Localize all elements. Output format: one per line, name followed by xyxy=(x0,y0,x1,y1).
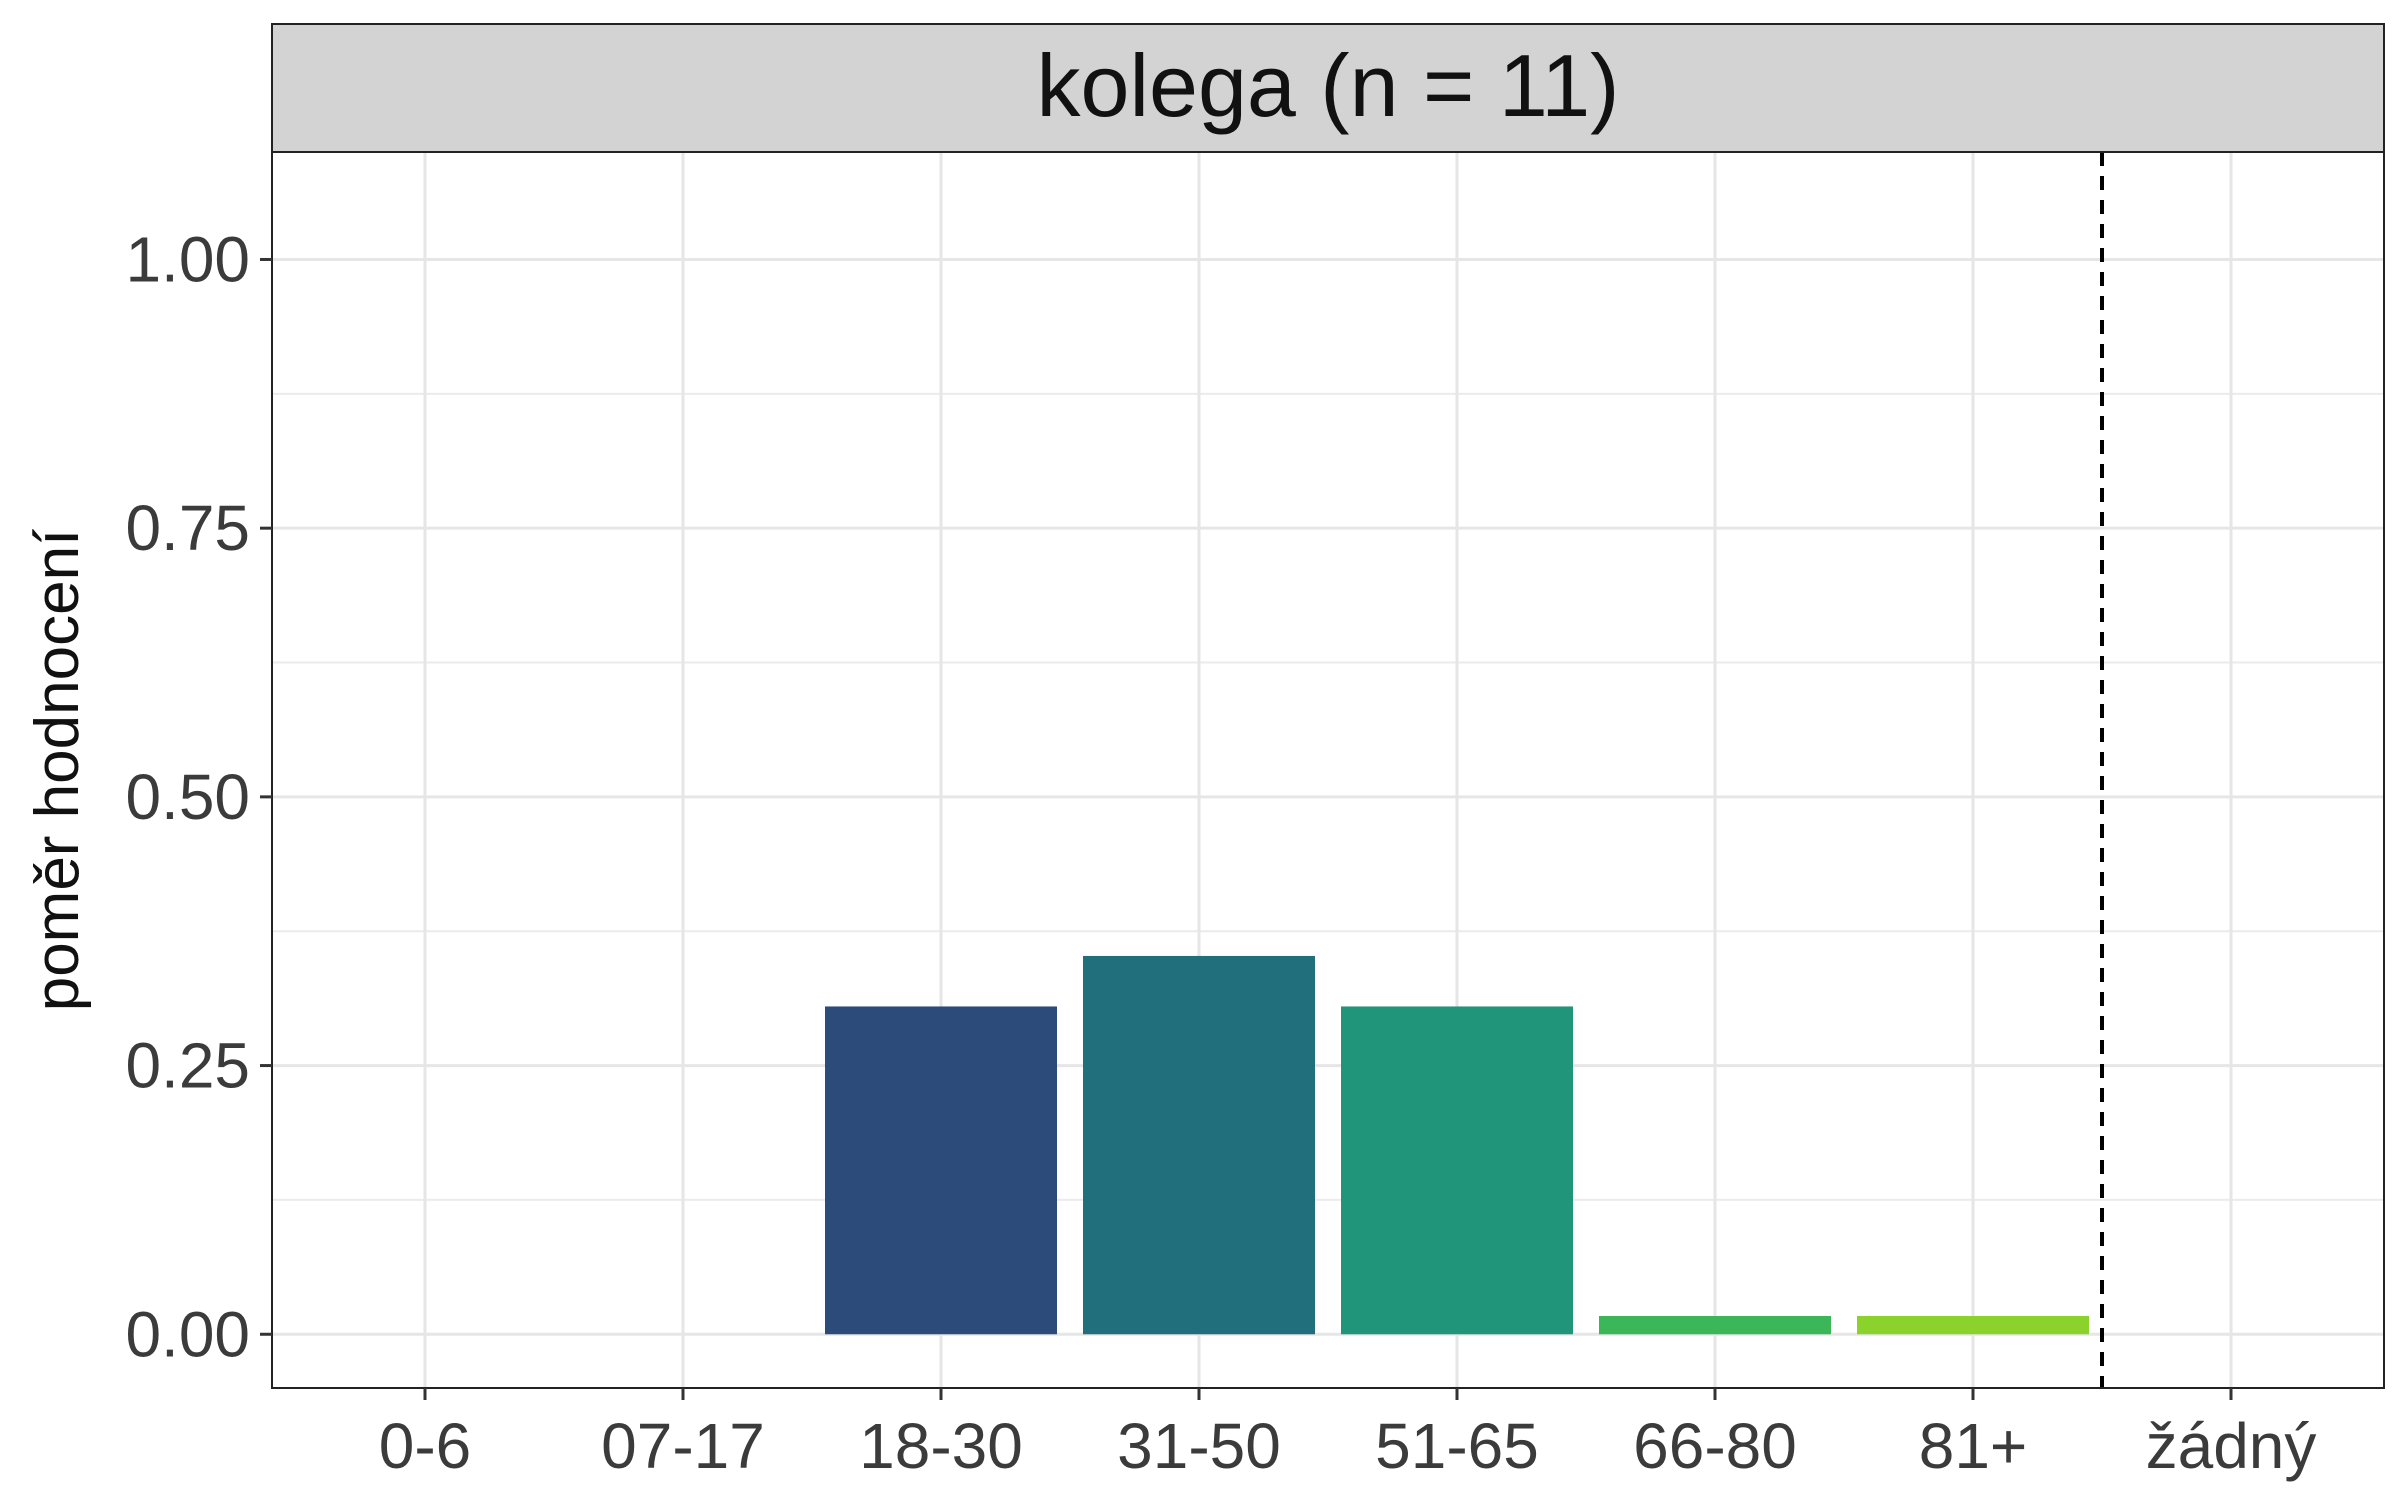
plot-panel-border xyxy=(271,151,2385,1389)
x-tick-label: 0-6 xyxy=(379,1410,472,1482)
x-tick-label: 51-65 xyxy=(1375,1410,1539,1482)
bar-18-30 xyxy=(825,1006,1057,1335)
x-tick-label: 07-17 xyxy=(601,1410,765,1482)
bar-66-80 xyxy=(1599,1315,1831,1335)
y-axis-title: poměr hodnocení xyxy=(23,529,92,1012)
x-tick-label: 31-50 xyxy=(1117,1410,1281,1482)
y-tick-label: 0.00 xyxy=(125,1298,250,1370)
x-tick-label: 66-80 xyxy=(1633,1410,1797,1482)
x-tick-label: žádný xyxy=(2146,1410,2317,1482)
x-tick-label: 18-30 xyxy=(859,1410,1023,1482)
facet-title: kolega (n = 11) xyxy=(1037,36,1620,135)
major-gridlines xyxy=(272,152,2384,1388)
y-tick-label: 0.50 xyxy=(125,761,250,833)
plot-panel xyxy=(272,152,2384,1388)
bars xyxy=(825,955,2089,1335)
x-axis: 0-6 07-17 18-30 31-50 51-65 66-80 81+ žádný xyxy=(379,1388,2317,1482)
y-tick-label: 1.00 xyxy=(125,223,250,295)
bar-81+ xyxy=(1857,1315,2089,1335)
bar-31-50 xyxy=(1083,955,1315,1335)
y-axis: 0.00 0.25 0.50 0.75 1.00 xyxy=(125,223,272,1370)
x-tick-label: 81+ xyxy=(1919,1410,2028,1482)
y-tick-label: 0.25 xyxy=(125,1030,250,1102)
facet-strip xyxy=(271,23,2385,153)
bar-51-65 xyxy=(1341,1006,1573,1335)
minor-gridlines xyxy=(272,392,2384,1201)
y-tick-label: 0.75 xyxy=(125,492,250,564)
